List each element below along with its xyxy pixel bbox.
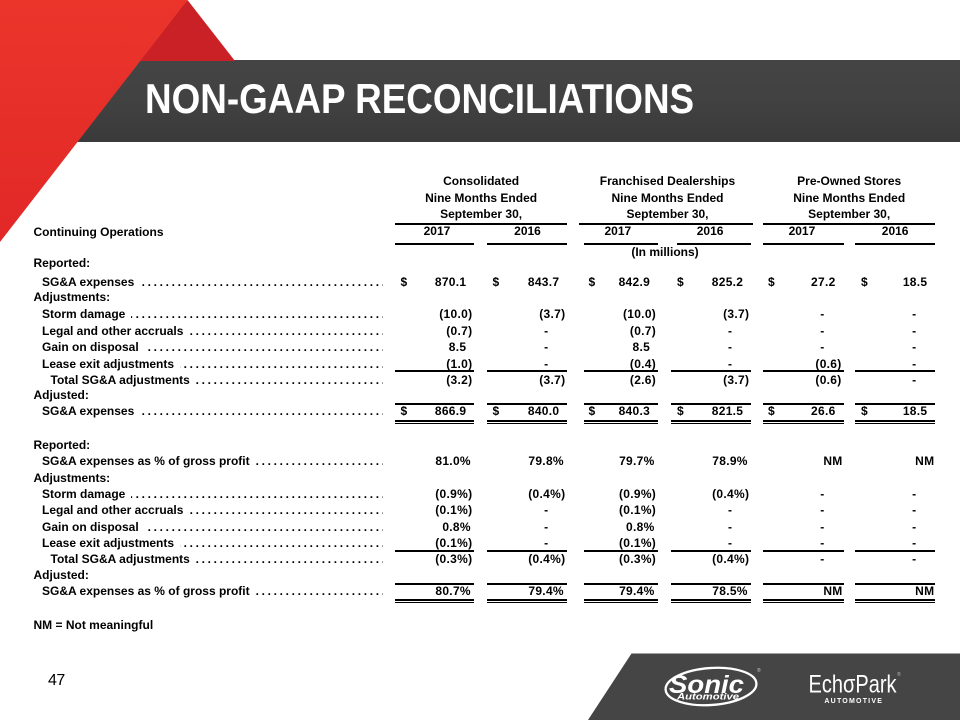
svg-text:®: ® [897, 671, 901, 678]
svg-text:Automotive: Automotive [676, 692, 740, 703]
svg-text:EchσPark: EchσPark [809, 671, 897, 699]
svg-text:®: ® [757, 667, 761, 674]
svg-text:Sonic: Sonic [669, 671, 744, 699]
svg-text:AUTOMOTIVE: AUTOMOTIVE [824, 698, 882, 705]
